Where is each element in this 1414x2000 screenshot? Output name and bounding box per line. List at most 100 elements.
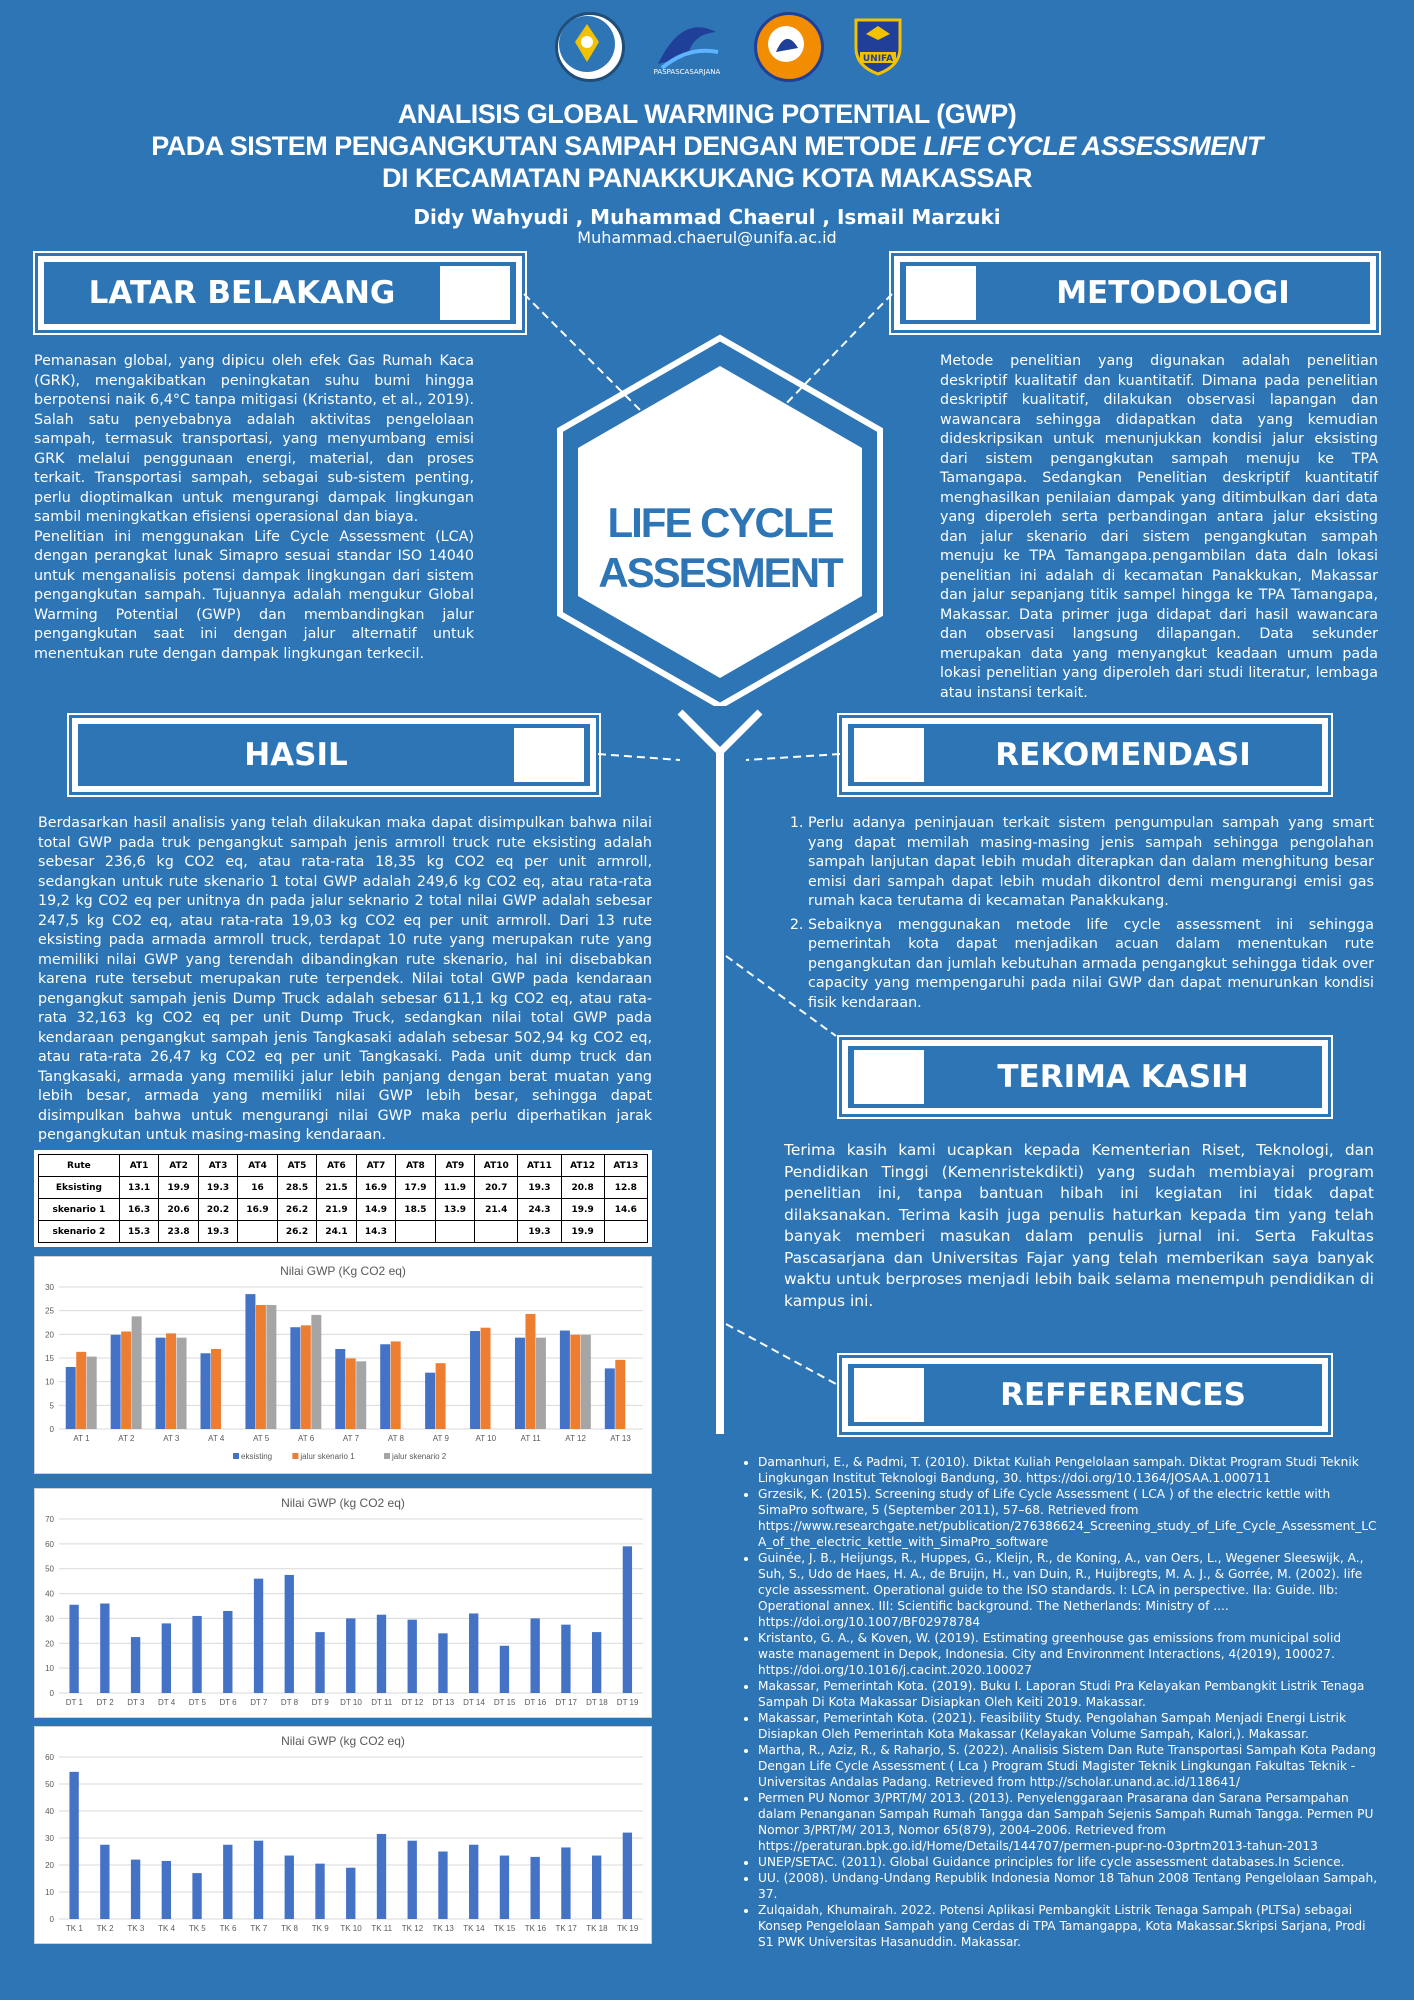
section-title-terima-kasih: TERIMA KASIH bbox=[997, 1059, 1249, 1095]
poster-title-line-2-text: PADA SISTEM PENGANGKUTAN SAMPAH DENGAN M… bbox=[151, 131, 924, 161]
bar bbox=[86, 1356, 97, 1429]
y-tick-label: 15 bbox=[45, 1354, 54, 1363]
bar bbox=[315, 1863, 325, 1919]
metodologi-text: Metode penelitian yang digunakan adalah … bbox=[940, 352, 1378, 703]
bar bbox=[530, 1856, 540, 1919]
table-cell: 24.1 bbox=[316, 1220, 357, 1243]
bar bbox=[335, 1349, 346, 1429]
section-title-metodologi: METODOLOGI bbox=[1056, 275, 1290, 311]
legend-label: eksisting bbox=[241, 1452, 272, 1461]
bar bbox=[65, 1366, 76, 1429]
bar bbox=[76, 1351, 87, 1429]
bar bbox=[345, 1358, 356, 1429]
table-cell: 19.3 bbox=[517, 1220, 562, 1243]
legend-label: jalur skenario 2 bbox=[391, 1452, 447, 1461]
x-tick-label: AT 2 bbox=[118, 1434, 135, 1443]
x-tick-label: AT 5 bbox=[253, 1434, 270, 1443]
legend-label: jalur skenario 1 bbox=[299, 1452, 355, 1461]
reference-item: Makassar, Pemerintah Kota. (2021). Feasi… bbox=[758, 1710, 1380, 1742]
chart-title: Nilai GWP (kg CO2 eq) bbox=[281, 1734, 405, 1748]
bar bbox=[166, 1333, 177, 1429]
table-header-cell: AT4 bbox=[237, 1154, 278, 1177]
bar bbox=[376, 1614, 387, 1693]
bar bbox=[499, 1645, 510, 1693]
y-tick-label: 60 bbox=[45, 1753, 54, 1762]
bar bbox=[284, 1855, 294, 1919]
section-header-latar-belakang: LATAR BELAKANG bbox=[33, 251, 527, 335]
chart-title: Nilai GWP (Kg CO2 eq) bbox=[280, 1264, 406, 1278]
table-cell: 12.8 bbox=[603, 1176, 649, 1199]
y-tick-label: 10 bbox=[45, 1664, 54, 1673]
bar bbox=[130, 1859, 141, 1919]
unifa-logo: UNIFA bbox=[848, 12, 912, 76]
bar bbox=[561, 1624, 571, 1693]
x-tick-label: TK 9 bbox=[312, 1924, 329, 1933]
y-tick-label: 60 bbox=[45, 1540, 54, 1549]
campus-logo bbox=[754, 12, 824, 82]
bar bbox=[376, 1833, 387, 1919]
x-tick-label: TK 2 bbox=[97, 1924, 114, 1933]
table-cell: 26.2 bbox=[276, 1220, 318, 1243]
section-title-references: REFFERENCES bbox=[1000, 1377, 1246, 1413]
table-row: Eksisting 13.1 19.9 19.3 16 28.5 21.5 16.9 17.9 1… bbox=[38, 1176, 649, 1199]
table-header-cell: AT8 bbox=[395, 1154, 436, 1177]
hasil-paragraph-1: Berdasarkan hasil analisis yang telah di… bbox=[38, 815, 652, 1143]
poster-title-line-2: PADA SISTEM PENGANGKUTAN SAMPAH DENGAN M… bbox=[0, 130, 1414, 162]
y-tick-label: 0 bbox=[50, 1425, 55, 1434]
bar bbox=[110, 1334, 121, 1429]
x-tick-label: AT 9 bbox=[433, 1434, 450, 1443]
table-header-cell: AT1 bbox=[118, 1154, 160, 1177]
reference-item: UNEP/SETAC. (2011). Global Guidance prin… bbox=[758, 1854, 1380, 1870]
bar bbox=[161, 1623, 171, 1693]
y-tick-label: 0 bbox=[50, 1915, 55, 1924]
x-tick-label: TK 3 bbox=[127, 1924, 144, 1933]
table-cell bbox=[237, 1220, 278, 1243]
bar bbox=[407, 1619, 417, 1693]
bar bbox=[514, 1337, 525, 1429]
table-cell: 16 bbox=[237, 1176, 278, 1199]
university-emblem-logo bbox=[555, 12, 625, 82]
rekomendasi-item: Perlu adanya peninjauan terkait sistem p… bbox=[808, 814, 1374, 912]
lca-center-label: LIFE CYCLE ASSESMENT bbox=[580, 498, 860, 598]
bar bbox=[255, 1304, 266, 1429]
y-tick-label: 20 bbox=[45, 1861, 54, 1870]
bar bbox=[210, 1349, 221, 1429]
reference-item: Makassar, Pemerintah Kota. (2019). Buku … bbox=[758, 1678, 1380, 1710]
table-cell: 14.6 bbox=[603, 1198, 649, 1221]
x-tick-label: AT 6 bbox=[298, 1434, 315, 1443]
section-title-latar-belakang: LATAR BELAKANG bbox=[88, 275, 396, 311]
x-tick-label: DT 18 bbox=[586, 1698, 608, 1707]
table-cell: 18.5 bbox=[395, 1198, 436, 1221]
x-tick-label: TK 15 bbox=[494, 1924, 516, 1933]
table-row: skenario 2 15.3 23.8 19.3 26.2 24.1 14.3 19.3 19… bbox=[38, 1220, 649, 1243]
unifa-logo-text: UNIFA bbox=[863, 54, 893, 64]
bar bbox=[438, 1633, 448, 1693]
y-tick-label: 50 bbox=[45, 1780, 54, 1789]
section-title-rekomendasi: REKOMENDASI bbox=[995, 737, 1251, 773]
header-square bbox=[906, 266, 976, 320]
reference-item: Zulqaidah, Khumairah. 2022. Potensi Apli… bbox=[758, 1902, 1380, 1950]
rekomendasi-list: Perlu adanya peninjauan terkait sistem p… bbox=[784, 814, 1374, 1017]
x-tick-label: DT 15 bbox=[494, 1698, 516, 1707]
latar-paragraph-1: Pemanasan global, yang dipicu oleh efek … bbox=[34, 353, 474, 525]
bar bbox=[69, 1771, 79, 1919]
table-cell: 14.3 bbox=[355, 1220, 397, 1243]
x-tick-label: DT 6 bbox=[219, 1698, 237, 1707]
x-tick-label: TK 4 bbox=[158, 1924, 175, 1933]
table-cell: 19.9 bbox=[560, 1198, 605, 1221]
bar bbox=[223, 1610, 233, 1693]
section-header-references: REFFERENCES bbox=[837, 1353, 1333, 1437]
x-tick-label: DT 5 bbox=[189, 1698, 207, 1707]
bar bbox=[245, 1294, 256, 1429]
latar-belakang-text: Pemanasan global, yang dipicu oleh efek … bbox=[34, 352, 474, 664]
table-cell: 23.8 bbox=[158, 1220, 199, 1243]
table-cell: 26.2 bbox=[276, 1198, 318, 1221]
bar bbox=[615, 1359, 626, 1429]
bar bbox=[580, 1334, 591, 1429]
table-cell: skenario 1 bbox=[38, 1198, 120, 1221]
legend-swatch bbox=[384, 1453, 390, 1459]
lca-center-label-line-2: ASSESMENT bbox=[598, 549, 843, 596]
metodologi-paragraph-1: Metode penelitian yang digunakan adalah … bbox=[940, 353, 1378, 701]
y-tick-label: 30 bbox=[45, 1614, 54, 1623]
